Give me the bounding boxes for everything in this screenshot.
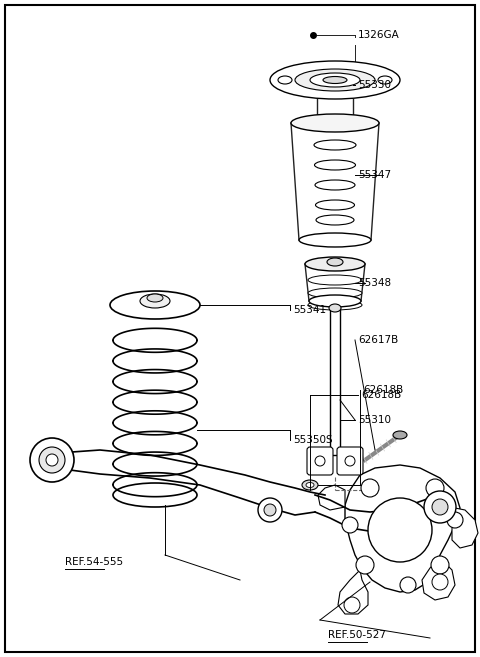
Polygon shape <box>338 570 368 614</box>
Ellipse shape <box>140 294 170 308</box>
Circle shape <box>264 504 276 516</box>
Text: 62618B: 62618B <box>361 390 401 400</box>
Circle shape <box>345 456 355 466</box>
Circle shape <box>46 454 58 466</box>
Text: 55347: 55347 <box>358 170 391 180</box>
Ellipse shape <box>329 304 341 312</box>
Text: 1326GA: 1326GA <box>358 30 400 40</box>
Circle shape <box>258 498 282 522</box>
Ellipse shape <box>308 288 362 298</box>
Ellipse shape <box>317 115 353 125</box>
Ellipse shape <box>310 73 360 87</box>
Ellipse shape <box>315 200 355 210</box>
Ellipse shape <box>147 294 163 302</box>
Text: 62617B: 62617B <box>358 335 398 345</box>
Circle shape <box>356 556 374 574</box>
Text: 62618B: 62618B <box>363 385 403 395</box>
Circle shape <box>431 556 449 574</box>
Circle shape <box>342 517 358 533</box>
FancyBboxPatch shape <box>307 447 333 475</box>
Circle shape <box>424 491 456 523</box>
Circle shape <box>262 500 278 516</box>
Text: 55348: 55348 <box>358 278 391 288</box>
Circle shape <box>361 479 379 497</box>
Ellipse shape <box>315 180 355 190</box>
Text: 55330: 55330 <box>358 80 391 90</box>
Ellipse shape <box>393 431 407 439</box>
Polygon shape <box>452 508 478 548</box>
Text: REF.54-555: REF.54-555 <box>65 557 123 567</box>
Circle shape <box>432 574 448 590</box>
Ellipse shape <box>306 482 314 487</box>
Ellipse shape <box>378 76 392 84</box>
Circle shape <box>368 498 432 562</box>
Polygon shape <box>345 465 460 592</box>
Ellipse shape <box>302 480 318 490</box>
Ellipse shape <box>299 233 371 247</box>
Ellipse shape <box>314 160 356 170</box>
Circle shape <box>30 438 74 482</box>
Ellipse shape <box>295 69 375 91</box>
Ellipse shape <box>314 140 356 150</box>
FancyBboxPatch shape <box>337 447 363 475</box>
Circle shape <box>447 512 463 528</box>
Circle shape <box>426 479 444 497</box>
Text: 55310: 55310 <box>358 415 391 425</box>
Text: 55341: 55341 <box>293 305 326 315</box>
Circle shape <box>400 577 416 593</box>
Ellipse shape <box>323 76 347 83</box>
Ellipse shape <box>270 61 400 99</box>
Ellipse shape <box>327 258 343 266</box>
Ellipse shape <box>278 76 292 84</box>
Ellipse shape <box>316 215 354 225</box>
Ellipse shape <box>305 257 365 271</box>
Ellipse shape <box>110 291 200 319</box>
Ellipse shape <box>308 275 362 285</box>
Ellipse shape <box>291 114 379 132</box>
Polygon shape <box>318 485 345 510</box>
Bar <box>330 308 340 455</box>
Circle shape <box>315 456 325 466</box>
Text: 55350S: 55350S <box>293 435 333 445</box>
Ellipse shape <box>309 295 361 307</box>
Circle shape <box>432 499 448 515</box>
Polygon shape <box>422 558 455 600</box>
Circle shape <box>39 447 65 473</box>
Circle shape <box>344 597 360 613</box>
Ellipse shape <box>308 300 362 310</box>
Text: REF.50-527: REF.50-527 <box>328 630 386 640</box>
